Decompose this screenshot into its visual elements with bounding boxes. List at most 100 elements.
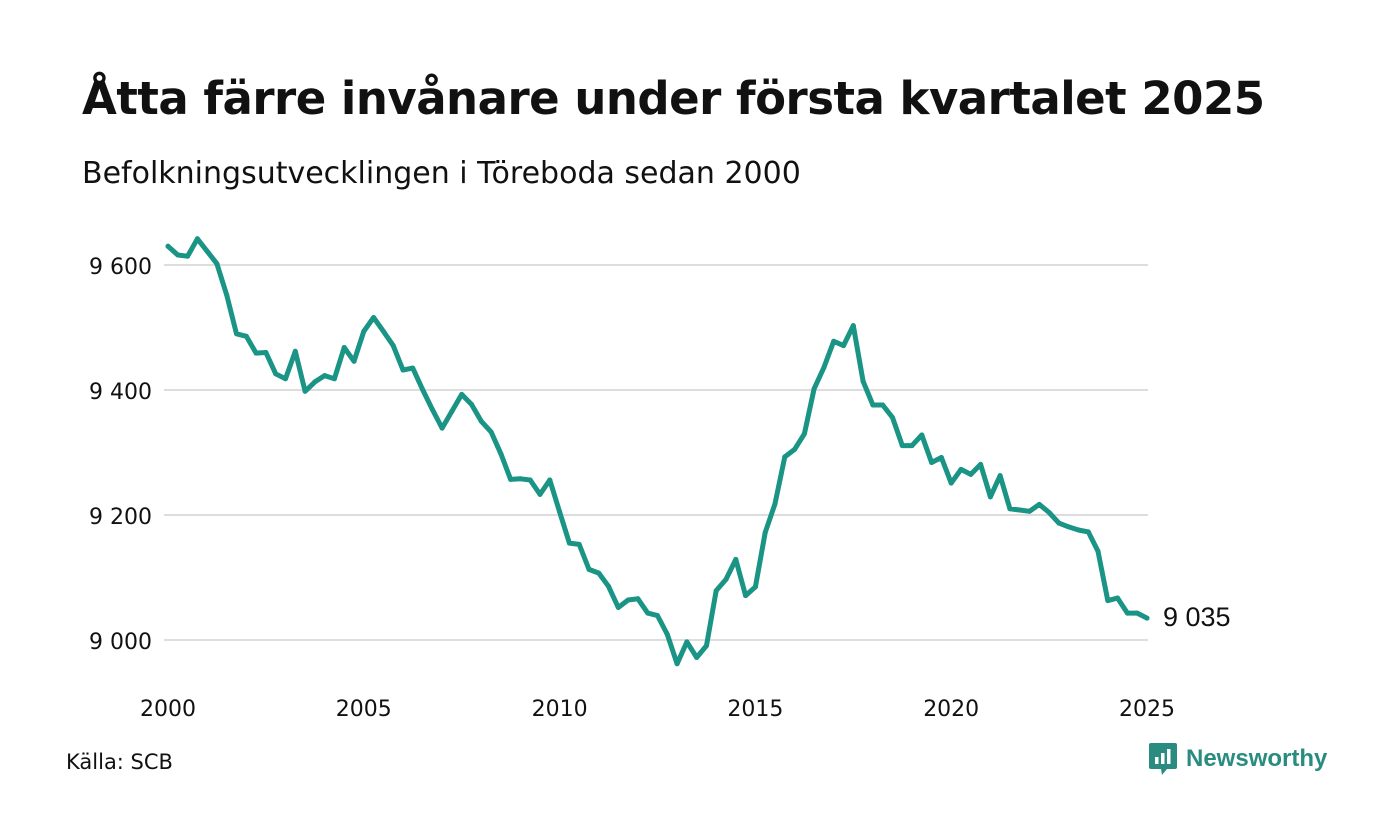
data-point	[165, 243, 171, 249]
data-point	[929, 460, 935, 465]
data-point	[821, 365, 827, 370]
data-point	[772, 501, 778, 507]
data-point	[390, 343, 396, 349]
data-point	[292, 348, 298, 354]
data-point	[841, 343, 847, 349]
data-point	[684, 639, 690, 645]
data-point	[566, 540, 572, 546]
gridlines	[164, 264, 1148, 641]
y-axis-ticks: 9 000 9 200 9 400 9 600	[89, 255, 152, 655]
x-tick-label: 2025	[1119, 697, 1175, 722]
data-point	[752, 584, 758, 590]
data-point	[498, 451, 504, 457]
data-point	[850, 323, 856, 329]
data-point	[743, 593, 749, 599]
data-point	[429, 406, 435, 412]
data-point	[811, 386, 817, 392]
data-point	[224, 292, 230, 298]
data-point	[371, 315, 377, 320]
data-point	[596, 570, 602, 576]
x-tick-label: 2020	[923, 697, 979, 722]
data-point	[1017, 507, 1023, 513]
data-point	[1115, 595, 1121, 601]
data-point	[860, 378, 866, 384]
data-point	[586, 566, 592, 572]
data-point	[576, 541, 582, 547]
data-point	[615, 605, 621, 610]
data-point	[253, 350, 259, 356]
x-tick-label: 2010	[532, 697, 588, 722]
data-point	[703, 643, 709, 649]
data-point	[655, 613, 660, 619]
data-point	[214, 261, 220, 267]
data-point	[1056, 520, 1062, 526]
data-point	[273, 371, 279, 377]
data-point	[175, 252, 181, 258]
data-point	[459, 391, 465, 397]
data-point	[997, 473, 1003, 479]
data-point	[987, 494, 993, 500]
x-tick-label: 2015	[727, 697, 783, 722]
data-point	[1036, 501, 1042, 507]
data-point	[782, 454, 788, 460]
x-tick-label: 2005	[336, 697, 392, 722]
data-point	[831, 338, 837, 344]
data-point	[968, 471, 974, 477]
data-point	[449, 408, 455, 414]
end-value-label: 9 035	[1163, 602, 1231, 632]
data-point	[978, 461, 984, 467]
data-point	[488, 429, 494, 435]
data-point	[1075, 527, 1081, 533]
data-point	[1105, 598, 1111, 604]
data-point	[312, 379, 318, 385]
x-tick-label: 2000	[140, 697, 196, 722]
data-point	[185, 253, 191, 259]
brand-logo: Newsworthy	[1148, 742, 1327, 776]
data-point	[948, 480, 954, 486]
data-point	[733, 556, 739, 562]
data-point	[351, 358, 357, 364]
y-tick-label: 9 400	[89, 380, 152, 405]
data-point	[282, 376, 288, 382]
data-point	[194, 236, 200, 242]
chart-title: Åtta färre invånare under första kvartal…	[82, 72, 1265, 125]
data-point	[694, 655, 700, 660]
data-point	[410, 365, 416, 371]
data-point	[713, 588, 719, 594]
data-point	[341, 345, 347, 350]
data-point	[263, 350, 269, 355]
chart-subtitle: Befolkningsutvecklingen i Töreboda sedan…	[82, 156, 801, 191]
data-point	[322, 373, 328, 379]
data-point	[919, 432, 925, 438]
data-point	[1134, 610, 1140, 616]
data-points	[165, 236, 1150, 667]
data-point	[557, 509, 563, 515]
data-point	[1124, 610, 1130, 616]
data-point	[1046, 510, 1052, 515]
data-point	[880, 402, 886, 408]
data-point	[674, 661, 680, 667]
data-point	[537, 491, 543, 497]
data-point	[1095, 548, 1101, 554]
series-line	[165, 236, 1150, 667]
brand-name: Newsworthy	[1186, 745, 1328, 772]
y-tick-label: 9 200	[89, 505, 152, 530]
data-point	[204, 248, 210, 254]
data-point	[527, 477, 533, 483]
data-point	[909, 443, 915, 449]
data-point	[380, 328, 386, 334]
newsworthy-chart-bubble-icon	[1149, 743, 1177, 775]
data-point	[517, 476, 523, 482]
data-point	[762, 530, 768, 535]
data-point	[547, 477, 553, 483]
data-point	[645, 610, 651, 616]
data-point	[625, 597, 631, 603]
data-point	[1027, 508, 1033, 514]
data-point	[801, 431, 807, 437]
data-point	[468, 401, 474, 407]
data-point	[664, 631, 670, 637]
x-axis-ticks: 2000 2005 2010 2015 2020 2025	[140, 697, 1175, 722]
data-point	[234, 331, 240, 337]
data-point	[508, 476, 514, 482]
